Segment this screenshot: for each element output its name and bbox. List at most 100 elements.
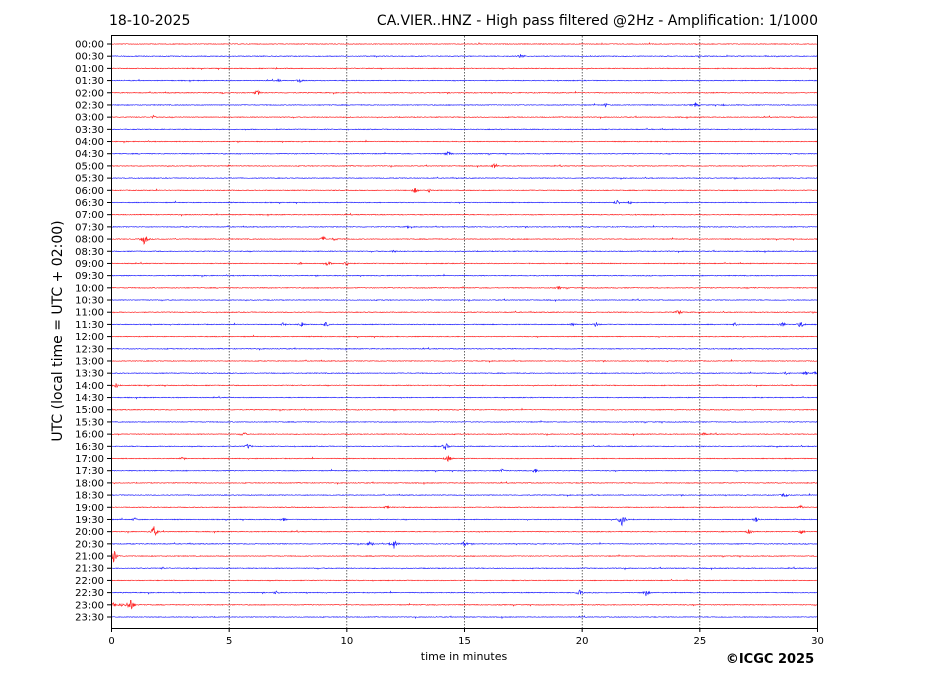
- x-axis-ticks: 0 5 10 15 20 25 30: [108, 628, 824, 647]
- y-tick-label: 21:00: [75, 552, 104, 563]
- y-tick-label: 03:30: [75, 125, 104, 136]
- trace-1030: [111, 298, 818, 303]
- trace-1300: [111, 358, 818, 363]
- trace-1530: [111, 419, 818, 424]
- trace-0330: [111, 127, 818, 131]
- trace-1630: [111, 443, 818, 450]
- y-tick-label: 10:00: [75, 283, 104, 294]
- trace-0430: [111, 150, 818, 156]
- y-tick-label: 13:30: [75, 369, 104, 380]
- trace-1000: [111, 285, 818, 290]
- vertical-gridlines: [228, 36, 701, 628]
- y-tick-label: 00:30: [75, 52, 104, 63]
- trace-2030: [111, 540, 818, 549]
- trace-1830: [111, 492, 818, 498]
- trace-2200: [111, 578, 818, 582]
- y-tick-label: 04:30: [75, 149, 104, 160]
- y-tick-label: 07:30: [75, 222, 104, 233]
- y-tick-label: 17:00: [75, 454, 104, 465]
- y-tick-label: 15:30: [75, 417, 104, 428]
- y-tick-label: 20:30: [75, 539, 104, 550]
- y-tick-label: 18:00: [75, 478, 104, 489]
- trace-1100: [111, 309, 818, 316]
- trace-2230: [111, 589, 818, 597]
- trace-0700: [111, 212, 818, 217]
- trace-0300: [111, 114, 818, 120]
- trace-0200: [111, 89, 818, 95]
- trace-1700: [111, 455, 818, 462]
- trace-0800: [111, 235, 818, 245]
- trace-1230: [111, 346, 818, 351]
- y-tick-label: 05:30: [75, 174, 104, 185]
- trace-0600: [111, 187, 818, 194]
- trace-0930: [111, 273, 818, 278]
- y-tick-label: 12:30: [75, 344, 104, 355]
- trace-0630: [111, 199, 818, 205]
- y-tick-label: 00:00: [75, 40, 104, 51]
- x-tick-label: 10: [340, 636, 353, 647]
- y-tick-label: 22:00: [75, 576, 104, 587]
- trace-0900: [111, 261, 818, 267]
- trace-0400: [111, 139, 818, 144]
- x-tick-label: 15: [458, 636, 471, 647]
- y-tick-label: 19:00: [75, 503, 104, 514]
- y-tick-label: 01:00: [75, 64, 104, 75]
- trace-2130: [111, 566, 818, 571]
- trace-1800: [111, 480, 818, 486]
- y-tick-label: 16:00: [75, 430, 104, 441]
- y-tick-label: 11:30: [75, 320, 104, 331]
- trace-0230: [111, 102, 818, 108]
- trace-1500: [111, 407, 818, 412]
- trace-1330: [111, 370, 818, 376]
- x-tick-label: 30: [811, 636, 824, 647]
- y-tick-label: 11:00: [75, 308, 104, 319]
- y-tick-label: 14:00: [75, 381, 104, 392]
- chart-title: CA.VIER..HNZ - High pass filtered @2Hz -…: [377, 13, 818, 29]
- y-tick-label: 13:00: [75, 356, 104, 367]
- y-tick-label: 20:00: [75, 527, 104, 538]
- x-axis-label: time in minutes: [421, 650, 508, 663]
- x-tick-label: 0: [108, 636, 114, 647]
- trace-0830: [111, 249, 818, 254]
- trace-0100: [111, 66, 818, 71]
- y-tick-label: 03:00: [75, 113, 104, 124]
- x-tick-label: 20: [576, 636, 589, 647]
- y-tick-label: 12:00: [75, 332, 104, 343]
- y-tick-label: 23:00: [75, 600, 104, 611]
- x-tick-label: 25: [693, 636, 706, 647]
- trace-2100: [111, 550, 818, 563]
- trace-2000: [111, 526, 818, 536]
- y-tick-label: 23:30: [75, 613, 104, 624]
- y-tick-label: 09:00: [75, 259, 104, 270]
- y-tick-label: 07:00: [75, 210, 104, 221]
- date-label: 18-10-2025: [109, 13, 190, 29]
- trace-1400: [111, 383, 818, 389]
- trace-1600: [111, 432, 818, 437]
- trace-1900: [111, 504, 818, 509]
- y-tick-label: 05:00: [75, 161, 104, 172]
- y-tick-label: 08:00: [75, 235, 104, 246]
- trace-0500: [111, 162, 818, 169]
- copyright: ©ICGC 2025: [726, 652, 814, 667]
- y-tick-label: 17:30: [75, 466, 104, 477]
- trace-1430: [111, 395, 818, 400]
- y-tick-label: 06:00: [75, 186, 104, 197]
- trace-0730: [111, 224, 818, 230]
- y-tick-label: 19:30: [75, 515, 104, 526]
- y-tick-label: 15:00: [75, 405, 104, 416]
- trace-1730: [111, 468, 818, 473]
- x-tick-label: 5: [226, 636, 232, 647]
- y-tick-label: 22:30: [75, 588, 104, 599]
- y-tick-label: 02:00: [75, 88, 104, 99]
- y-tick-label: 14:30: [75, 393, 104, 404]
- trace-2300: [111, 599, 818, 610]
- trace-1130: [111, 321, 818, 328]
- seismic-traces: [111, 41, 818, 620]
- y-tick-label: 08:30: [75, 247, 104, 258]
- y-tick-label: 18:30: [75, 491, 104, 502]
- y-tick-label: 02:30: [75, 100, 104, 111]
- y-tick-label: 01:30: [75, 76, 104, 87]
- y-tick-label: 21:30: [75, 564, 104, 575]
